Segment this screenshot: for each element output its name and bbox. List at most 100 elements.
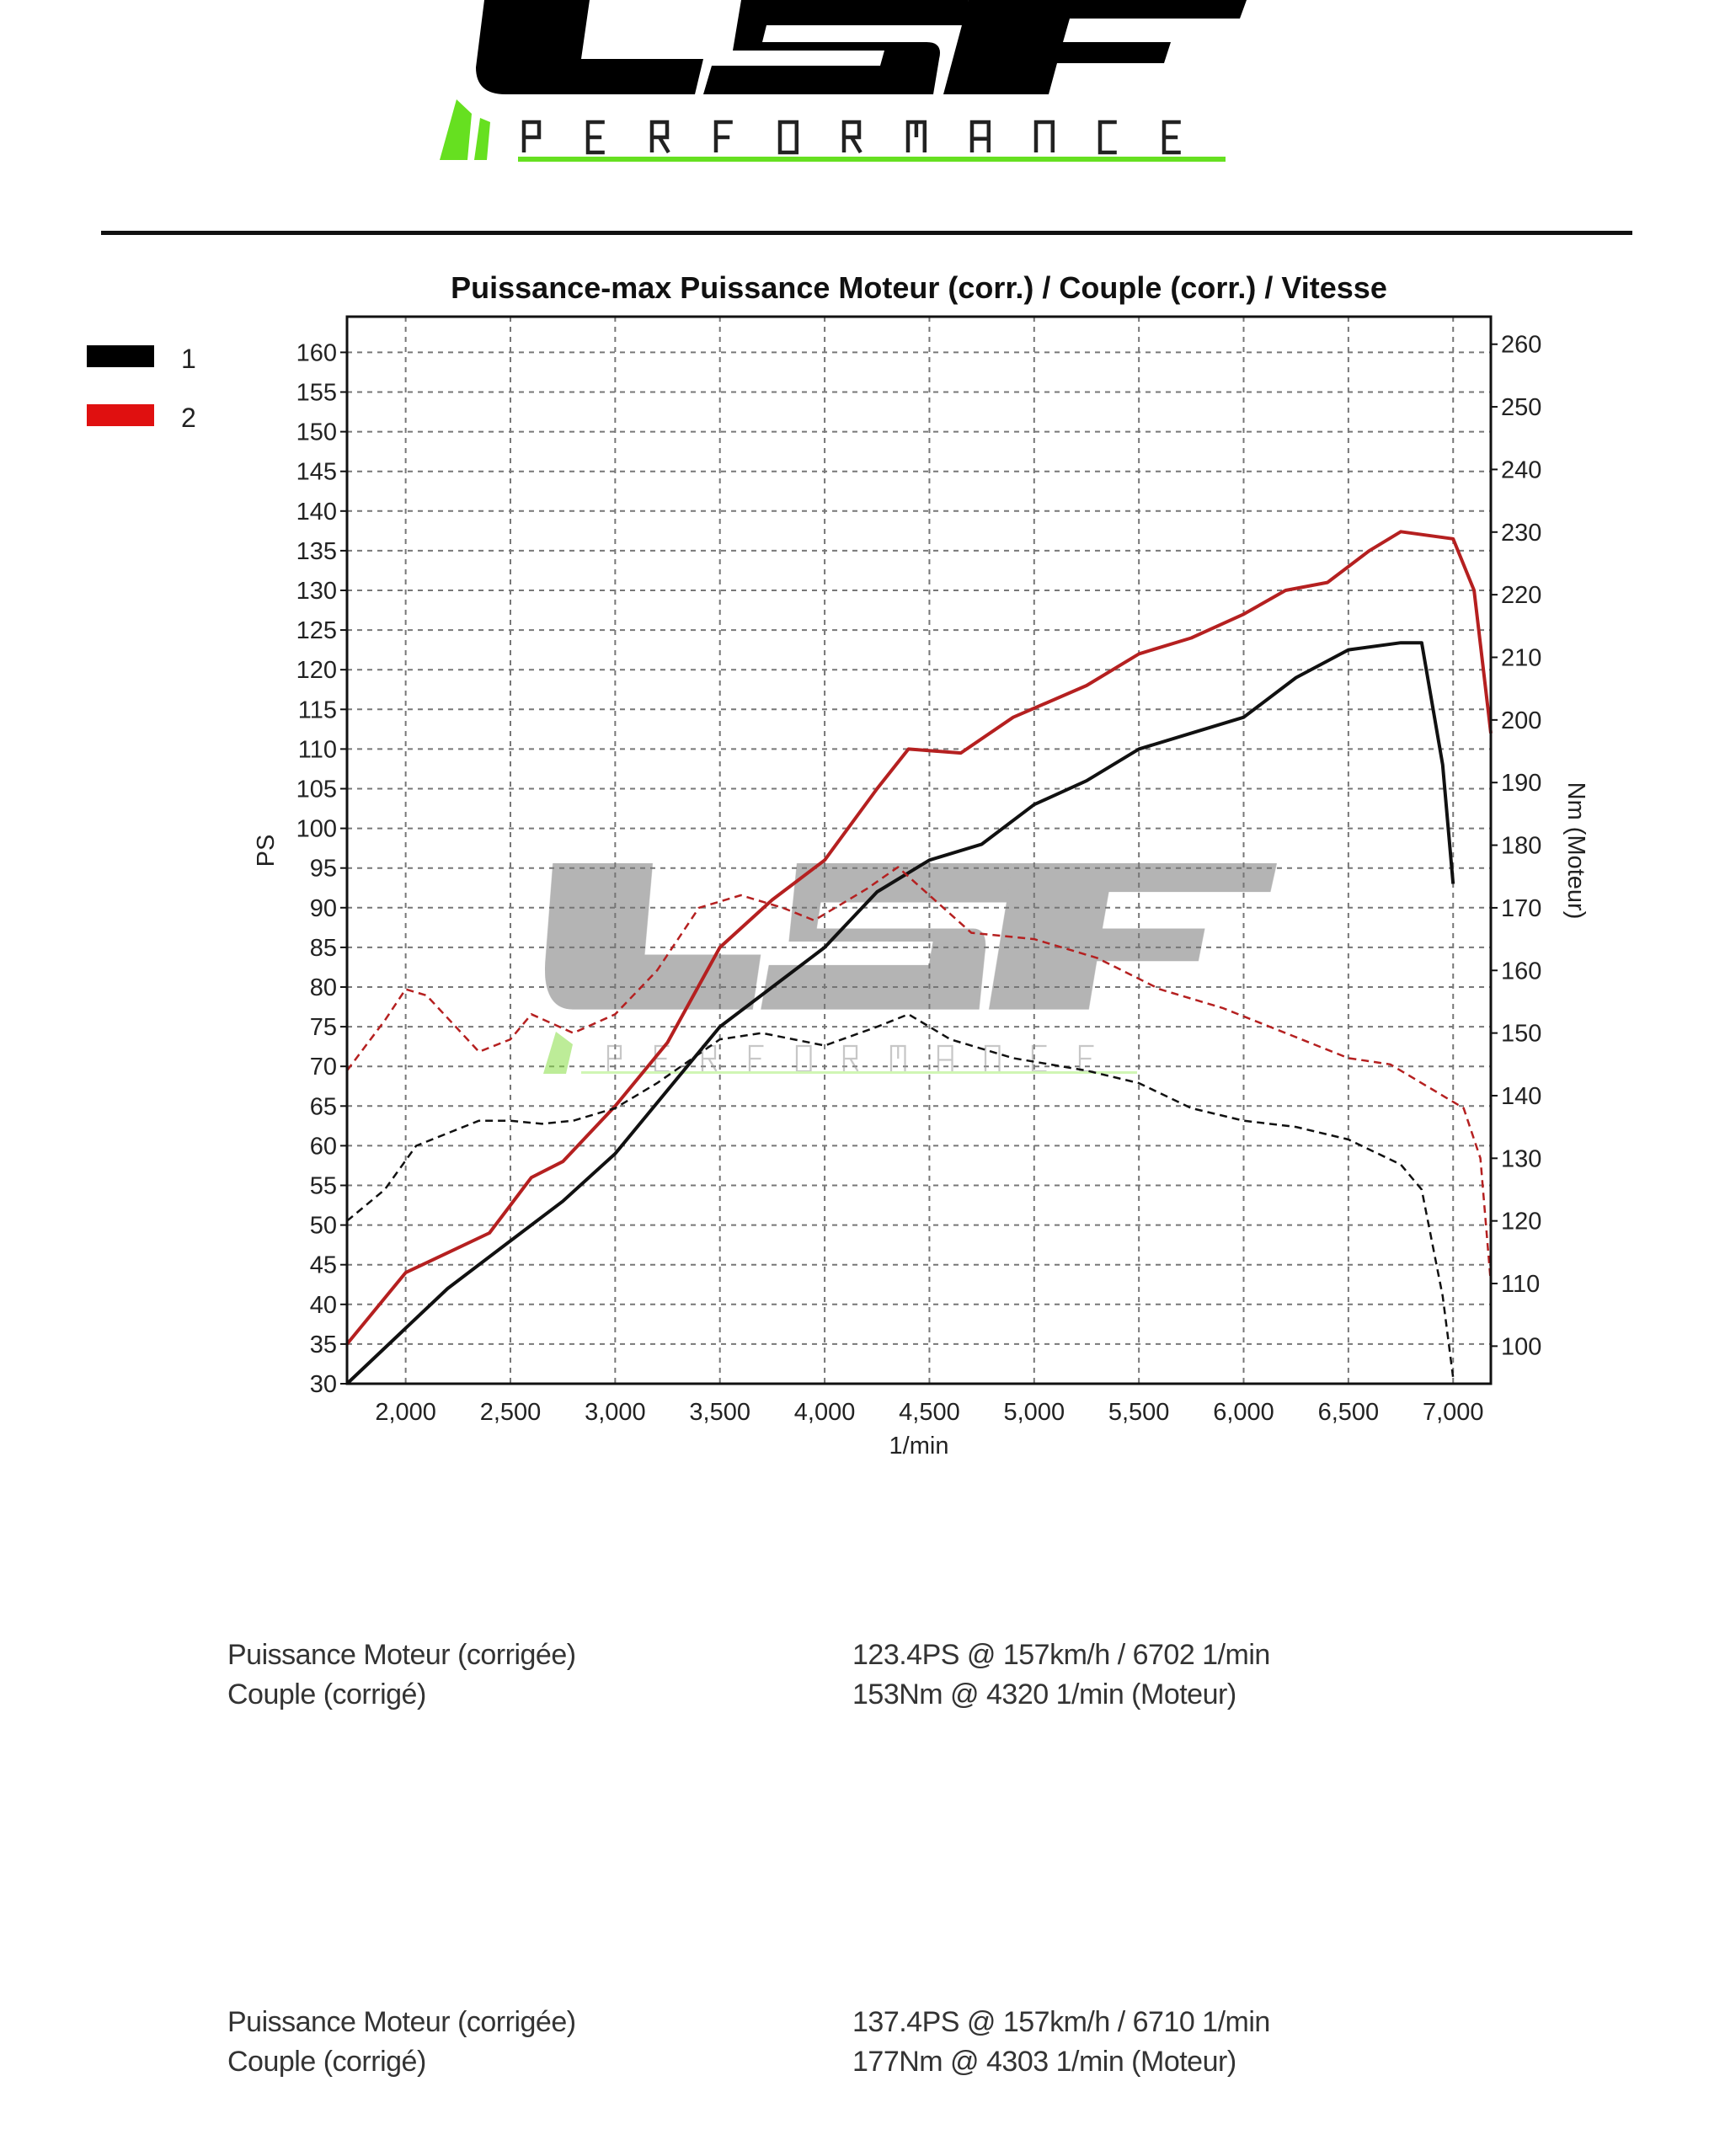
y-tick-label: 65 [310,1093,337,1120]
logo-letter-stroke [841,120,862,154]
x-tick-label: 4,500 [899,1399,960,1426]
y2-tick-label: 160 [1501,958,1541,985]
y-tick-label: 45 [310,1252,337,1279]
result-value: 177Nm @ 4303 1/min (Moteur) [852,2046,1236,2078]
x-tick-label: 4,000 [794,1399,856,1426]
legend-swatch-1 [87,345,154,367]
y-tick-label: 35 [310,1331,337,1358]
result-value: 137.4PS @ 157km/h / 6710 1/min [852,2006,1270,2038]
lsf-performance-logo [440,0,1247,162]
logo-letter-stroke [937,1044,953,1071]
logo-letter-stroke [842,1044,859,1072]
header-divider [101,231,1632,235]
y-tick-label: 40 [310,1292,337,1319]
y-tick-label: 145 [296,459,337,486]
result-value: 123.4PS @ 157km/h / 6702 1/min [852,1639,1270,1671]
y2-tick-label: 180 [1501,833,1541,860]
x-tick-label: 3,500 [689,1399,750,1426]
logo-letter-stroke [905,120,927,153]
y2-tick-label: 100 [1501,1333,1541,1360]
y-tick-label: 105 [296,776,337,803]
logo-letter-stroke [1162,120,1181,155]
y-tick-label: 75 [310,1014,337,1041]
grid [347,317,1491,1385]
y-tick-label: 85 [310,935,337,962]
series-torque-1 [346,1013,1455,1378]
y2-tick-label: 190 [1501,770,1541,797]
y-tick-label: 100 [296,816,337,843]
y-tick-label: 135 [296,538,337,565]
y2-tick-label: 170 [1501,895,1541,922]
logo-letter-stroke [748,1044,764,1071]
result-block-1: Puissance Moteur (corrigée) Couple (corr… [227,1636,576,1715]
y-tick-label: 160 [296,339,337,366]
x-axis-label: 1/min [889,1433,949,1460]
x-tick-label: 6,500 [1318,1399,1380,1426]
x-tick-label: 6,000 [1213,1399,1274,1426]
x-tick-label: 5,000 [1004,1399,1065,1426]
legend-label-1: 1 [181,344,196,374]
x-tick-label: 5,500 [1108,1399,1170,1426]
y-tick-label: 120 [296,657,337,684]
x-tick-label: 7,000 [1423,1399,1484,1426]
x-tick-label: 2,000 [375,1399,436,1426]
y-tick-label: 95 [310,856,337,883]
y-tick-label: 110 [298,736,337,763]
y2-tick-label: 240 [1501,456,1541,483]
result-label: Couple (corrigé) [227,2046,426,2078]
legend-swatch-2 [87,404,154,426]
logo-letter-stroke [713,120,733,153]
legend-label-2: 2 [181,403,196,433]
y-tick-label: 80 [310,974,337,1001]
result-block-2: Puissance Moteur (corrigée) Couple (corr… [227,2003,576,2082]
y2-tick-label: 200 [1501,707,1541,734]
y2-tick-label: 230 [1501,520,1541,547]
y2-tick-label: 210 [1501,644,1541,671]
y-tick-label: 50 [310,1213,337,1240]
y-tick-label: 55 [310,1172,337,1199]
y-tick-label: 140 [296,499,337,526]
logo-letter-stroke [777,120,799,155]
logo-letter-stroke [795,1044,812,1073]
y-tick-label: 115 [298,696,337,723]
y2-tick-label: 220 [1501,582,1541,609]
y2-axis-label: Nm (Moteur) [1562,782,1589,920]
x-tick-label: 3,000 [585,1399,646,1426]
y2-tick-label: 120 [1501,1209,1541,1235]
result-label: Puissance Moteur (corrigée) [227,2006,576,2038]
logo-letter-stroke [1097,120,1117,155]
logo-letter-stroke [1078,1044,1094,1073]
y-tick-label: 125 [296,617,337,644]
chart-title: Puissance-max Puissance Moteur (corr.) /… [451,270,1387,305]
y-tick-label: 60 [310,1133,337,1160]
logo-letter-stroke [606,1044,622,1071]
series-lines [345,530,1493,1385]
logo-letter-stroke [521,120,542,153]
result-values-1: 123.4PS @ 157km/h / 6702 1/min 153Nm @ 4… [852,1636,1270,1715]
y2-tick-label: 140 [1501,1083,1541,1110]
y2-tick-label: 110 [1501,1271,1540,1298]
legend: 1 2 [87,344,196,433]
y2-tick-label: 130 [1501,1145,1541,1172]
plot-frame [345,315,1493,1385]
logo-letter-stroke [889,1044,906,1071]
result-value: 153Nm @ 4320 1/min (Moteur) [852,1678,1236,1710]
y-tick-label: 130 [296,578,337,605]
result-label: Couple (corrigé) [227,1678,426,1710]
logo-letter-stroke [969,120,991,153]
series-power-1 [345,641,1455,1385]
y-tick-label: 30 [310,1371,337,1398]
dyno-chart: Puissance-max Puissance Moteur (corr.) /… [87,270,1589,1460]
y2-tick-label: 150 [1501,1021,1541,1048]
logo-letter-stroke [1033,120,1055,153]
left-axis-ticks: 30 35 40 45 50 55 60 65 70 75 80 85 90 95 100 105 110 115… [296,339,347,1398]
y2-tick-label: 260 [1501,332,1541,359]
y2-tick-label: 250 [1501,394,1541,421]
y-axis-label: PS [253,835,280,867]
logo-letter-stroke [701,1044,718,1072]
y-tick-label: 155 [296,379,337,406]
x-axis-ticks: 2,000 2,500 3,000 3,500 4,000 4,500 5,000 5,500… [375,1399,1483,1426]
series-torque-2 [346,866,1493,1284]
y-tick-label: 150 [296,419,337,446]
result-label: Puissance Moteur (corrigée) [227,1639,576,1671]
